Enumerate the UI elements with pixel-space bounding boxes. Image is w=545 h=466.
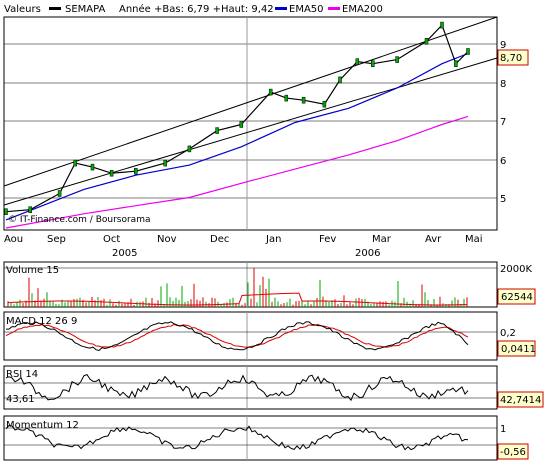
macd-last-value: 0,0411: [501, 344, 536, 355]
price-plot-area: [3, 16, 498, 231]
price-tick-label: 8: [500, 79, 506, 90]
momentum-tick-label: 1: [500, 424, 506, 435]
momentum-title: Momentum 12: [6, 420, 79, 431]
month-label: Sep: [47, 234, 66, 245]
price-point: [4, 208, 8, 215]
volume-last-badge: [497, 288, 536, 305]
momentum-plot-area: [3, 415, 498, 461]
momentum-panel: Momentum 12 1 -0,56: [3, 415, 529, 461]
price-point: [322, 100, 327, 108]
volume-tick-label: 2000K: [500, 264, 532, 275]
ema200-label: EMA200: [342, 4, 383, 15]
volume-average-line: [7, 292, 467, 306]
macd-tick-label: 0,2: [500, 328, 516, 339]
header-legend: Valeurs SEMAPA Année +Bas: 6,79 +Haut: 9…: [4, 3, 383, 15]
month-label: Avr: [425, 234, 442, 245]
price-point: [355, 58, 360, 65]
price-point: [239, 121, 244, 128]
ema200-legend-swatch: [328, 7, 340, 10]
price-tick-label: 7: [500, 117, 506, 128]
year-range-text: Année +Bas: 6,79 +Haut: 9,42: [119, 3, 274, 15]
watermark: © IT-Finance.com / Boursorama: [8, 215, 150, 225]
macd-panel: MACD 12 26 9 0,2 0,0411: [3, 311, 536, 361]
price-point: [134, 167, 138, 175]
price-point: [163, 159, 167, 167]
rsi-level-label: 43,61: [6, 394, 35, 405]
volume-panel: Volume 15 2000K 62544: [3, 261, 536, 308]
macd-plot-area: [3, 311, 498, 361]
price-point: [215, 127, 219, 134]
month-label: Fev: [319, 234, 336, 245]
price-point: [28, 206, 32, 213]
month-label: Mar: [372, 234, 392, 245]
momentum-line: [5, 424, 469, 451]
price-point: [371, 60, 375, 67]
price-point: [284, 94, 289, 102]
price-tick-label: 9: [500, 40, 506, 51]
price-point: [440, 21, 444, 29]
price-point: [395, 56, 399, 63]
price-point: [90, 163, 95, 171]
price-point: [424, 38, 429, 45]
macd-title: MACD 12 26 9: [6, 316, 77, 327]
month-label: Jan: [265, 234, 281, 245]
macd-last-badge: [497, 340, 536, 357]
trend-line-lower: [3, 57, 498, 206]
price-point: [268, 88, 273, 96]
price-point: [338, 76, 342, 84]
price-point: [466, 48, 470, 55]
rsi-panel: RSI 14 43,61 42,7414: [3, 365, 544, 410]
rsi-last-badge: [497, 391, 544, 408]
price-tick-label: 6: [500, 156, 506, 167]
symbol-label: SEMAPA: [65, 4, 106, 15]
valeurs-label: Valeurs: [4, 4, 41, 15]
price-point: [187, 145, 192, 153]
macd-signal-line: [5, 323, 469, 348]
price-points: [4, 21, 470, 215]
price-point: [73, 159, 77, 167]
rsi-last-value: 42,7414: [500, 395, 541, 406]
price-legend-swatch: [49, 7, 61, 10]
year-label: 2005: [112, 248, 137, 259]
price-panel: 9 8 7 6 5 © IT-Finance.com / Boursorama …: [3, 16, 529, 231]
last-price-value: 8,70: [500, 53, 522, 64]
month-label: Mai: [465, 234, 483, 245]
trend-line-upper: [3, 16, 498, 187]
rsi-line: [5, 373, 469, 402]
momentum-last-value: -0,56: [500, 447, 526, 458]
year-label: 2006: [355, 248, 380, 259]
macd-line: [6, 321, 469, 352]
month-label: Oct: [103, 234, 120, 245]
rsi-plot-area: [3, 365, 498, 410]
volume-last-value: 62544: [501, 292, 533, 303]
last-price-badge: [497, 49, 529, 66]
rsi-title: RSI 14: [6, 369, 38, 380]
price-point: [57, 190, 62, 197]
x-axis: Aou Sep Oct Nov Dec Jan Fev Mar Avr Mai …: [4, 234, 483, 259]
price-tick-label: 5: [500, 194, 506, 205]
month-label: Aou: [4, 234, 23, 245]
month-label: Nov: [157, 234, 177, 245]
ema50-label: EMA50: [289, 4, 324, 15]
momentum-last-badge: [497, 443, 529, 460]
ema50-line: [5, 52, 469, 221]
volume-title: Volume 15: [6, 265, 59, 276]
price-point: [454, 60, 458, 67]
price-point: [301, 96, 306, 104]
price-point: [109, 169, 114, 177]
ema200-line: [5, 115, 469, 229]
month-label: Dec: [210, 234, 229, 245]
ema50-legend-swatch: [275, 7, 287, 10]
